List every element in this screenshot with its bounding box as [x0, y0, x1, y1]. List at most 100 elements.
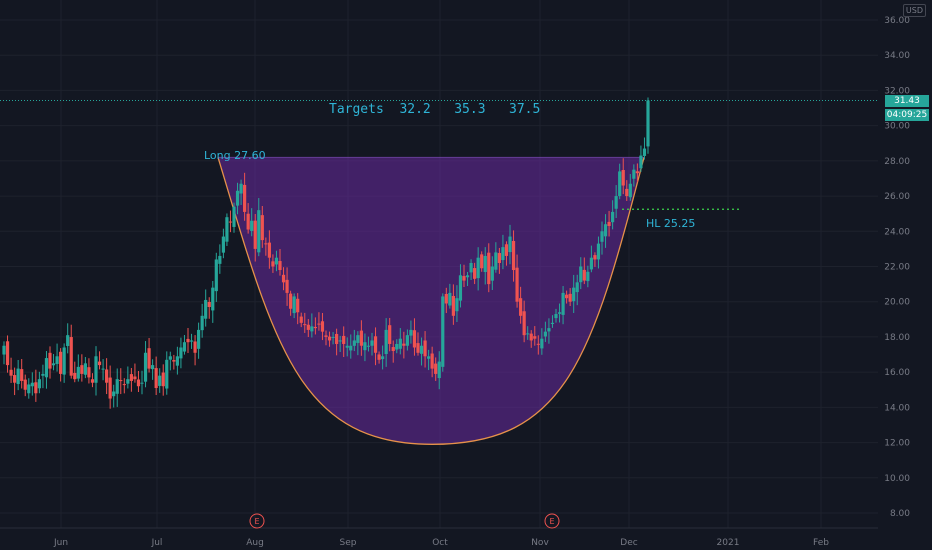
candle	[225, 213, 229, 246]
y-tick-label: 18.00	[884, 333, 910, 343]
earnings-marker[interactable]: E	[544, 513, 560, 529]
candle-body	[434, 363, 438, 374]
candle	[214, 252, 218, 302]
candle	[172, 354, 176, 370]
candle	[108, 365, 112, 409]
candle-body	[494, 252, 498, 270]
candle-body	[211, 287, 215, 311]
candle-body	[253, 220, 257, 249]
candle-body	[455, 298, 459, 312]
earnings-marker[interactable]: E	[249, 513, 265, 529]
x-tick-label: Feb	[813, 538, 829, 548]
y-tick-label: 16.00	[884, 368, 910, 378]
candle	[324, 330, 328, 346]
candle-body	[342, 335, 346, 344]
candle-body	[264, 243, 268, 245]
candle-body	[395, 343, 399, 350]
candle-body	[129, 374, 133, 381]
candle-body	[214, 259, 218, 292]
candle	[550, 315, 555, 328]
y-tick-label: 34.00	[884, 51, 910, 61]
candle-body	[646, 100, 650, 147]
x-tick-label: Nov	[531, 538, 549, 548]
candle	[218, 244, 222, 274]
candle	[243, 172, 247, 221]
candle	[140, 370, 144, 395]
candle	[296, 293, 300, 325]
candle	[97, 351, 102, 370]
candle-body	[34, 382, 38, 394]
candle-body	[476, 257, 480, 279]
candle-body	[388, 325, 392, 344]
candle	[568, 288, 572, 307]
candle	[646, 97, 650, 154]
y-axis[interactable]: 8.00 10.00 12.00 14.00 16.00 18.00 20.00 22.00 2…	[878, 0, 932, 550]
candle	[451, 284, 455, 325]
candle	[37, 371, 41, 394]
candle	[313, 317, 317, 335]
candle	[487, 243, 491, 293]
candle-body	[611, 211, 615, 223]
candle-body	[23, 379, 27, 390]
candle	[515, 254, 519, 308]
candle-body	[628, 183, 632, 198]
candle	[129, 368, 133, 392]
candle	[349, 334, 353, 359]
candle	[366, 336, 371, 352]
candle-body	[239, 183, 243, 194]
candle	[462, 264, 466, 287]
candle	[51, 354, 56, 371]
y-tick-label: 12.00	[884, 439, 910, 449]
candle	[561, 286, 565, 325]
candle	[469, 259, 473, 281]
candle-body	[41, 373, 45, 376]
candle-body	[13, 375, 17, 383]
candle	[600, 221, 604, 255]
candle-body	[642, 148, 647, 156]
candle-body	[228, 221, 233, 223]
candle-body	[281, 274, 286, 283]
candle-body	[596, 243, 601, 260]
candle	[211, 280, 215, 323]
candle-body	[175, 356, 179, 366]
x-tick-label: Jun	[53, 538, 68, 548]
candle-body	[416, 343, 420, 353]
currency-label[interactable]: USD	[902, 4, 926, 17]
candle-body	[568, 293, 572, 302]
candle-body	[423, 340, 427, 357]
candle-body	[370, 340, 374, 346]
candle-body	[614, 196, 618, 209]
candle	[342, 326, 346, 358]
candle	[331, 332, 335, 345]
candle	[501, 234, 505, 270]
candle	[639, 145, 643, 172]
candle-body	[207, 301, 211, 307]
candle	[642, 137, 647, 160]
candle-body	[522, 311, 526, 336]
candle-body	[292, 296, 296, 314]
candle	[2, 341, 6, 365]
candle-body	[289, 293, 293, 309]
candle-body	[632, 169, 636, 179]
candle	[44, 350, 49, 389]
y-axis-panel[interactable]	[878, 0, 932, 550]
candle	[338, 335, 342, 352]
candle-body	[561, 292, 565, 315]
candle-body	[473, 268, 477, 279]
candle-body	[80, 365, 84, 374]
countdown-tag: 04:09:25	[885, 109, 929, 121]
candle	[540, 328, 544, 355]
candle-body	[55, 356, 59, 364]
x-axis[interactable]: Jun Jul Aug Sep Oct Nov Dec 2021 Feb	[0, 527, 878, 548]
candle-body	[62, 347, 66, 375]
candle-body	[639, 155, 643, 169]
candle	[635, 163, 639, 183]
earnings-circle	[544, 513, 560, 529]
earnings-label: E	[549, 517, 554, 526]
candle	[13, 367, 17, 396]
candle-body	[497, 253, 501, 263]
candle-body	[179, 347, 183, 359]
candle-body	[582, 269, 586, 281]
candle	[632, 164, 636, 187]
